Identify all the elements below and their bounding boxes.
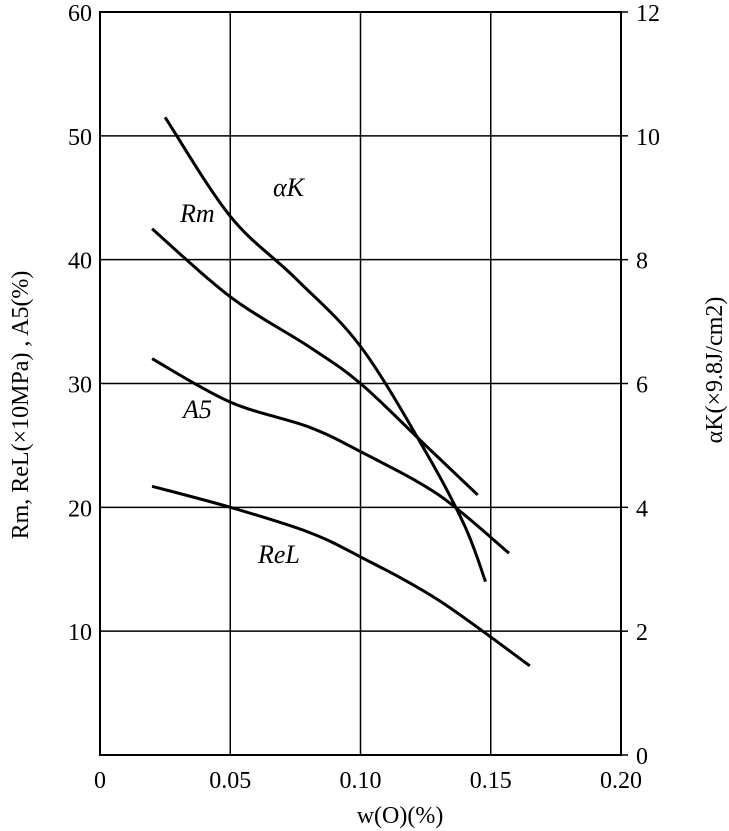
x-axis-ticks: 0 0.05 0.10 0.15 0.20 [94,768,642,794]
series-line-3 [151,484,531,668]
right-tick-label: 10 [636,125,660,151]
right-tick-label: 12 [636,1,660,27]
x-tick-label: 0.10 [340,768,382,794]
right-axis-title: αK(×9.8J/cm2) [702,297,728,444]
left-tick-label: 30 [68,373,92,399]
right-tick-label: 8 [636,249,648,275]
series-label-rel: ReL [257,540,300,569]
x-axis-title: w(O)(%) [357,803,444,829]
series-line-0 [163,116,487,583]
left-tick-label: 40 [68,249,92,275]
series-label-rm: Rm [179,199,215,228]
left-tick-label: 60 [68,1,92,27]
series-line-2 [151,357,510,555]
right-tick-label: 6 [636,373,648,399]
right-axis-ticks: 0 2 4 6 8 10 12 [621,1,660,770]
left-axis-title: Rm, ReL(×10MPa) , A5(%) [8,271,34,540]
left-tick-label: 10 [68,620,92,646]
series-lines [151,116,531,668]
right-tick-label: 4 [636,496,648,522]
right-tick-label: 0 [636,744,648,770]
x-tick-label: 0.05 [209,768,251,794]
x-tick-label: 0.20 [600,768,642,794]
left-tick-label: 50 [68,125,92,151]
left-axis-ticks: 10 20 30 40 50 60 [68,1,92,646]
series-line-1 [151,227,479,496]
left-tick-label: 20 [68,496,92,522]
x-tick-label: 0.15 [470,768,512,794]
series-label-ak: αK [273,173,306,202]
series-label-a5: A5 [181,395,212,424]
x-tick-label: 0 [94,768,106,794]
right-tick-label: 2 [636,620,648,646]
